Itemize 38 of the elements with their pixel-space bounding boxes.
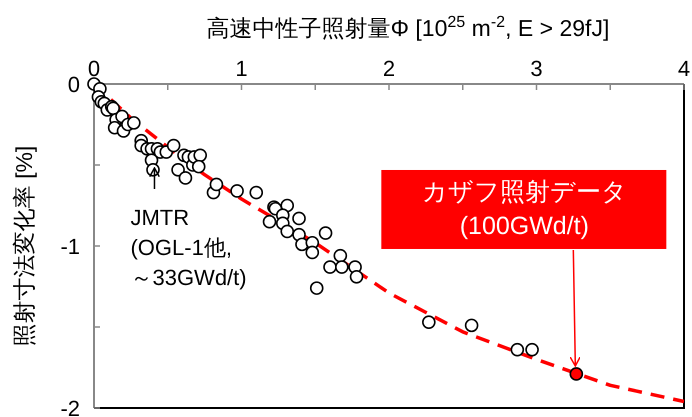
x-tick-label: 3 [530,56,543,81]
point [178,171,192,185]
annotation: JMTR (OGL-1他, ～33GWd/t) [130,167,247,290]
point [464,318,478,332]
y-tick-label: -2 [60,396,80,417]
x-axis-title: 高速中性子照射量Φ [10$^{25}$ m$^{-2}$, E > 29fJ] [206,13,610,41]
point [422,315,436,329]
y-tick-label: 0 [68,72,80,97]
point [127,116,141,130]
point [280,224,294,238]
point [192,160,206,174]
point [193,148,207,162]
point [335,260,349,274]
point [310,281,324,295]
point [525,342,539,356]
point [334,248,348,263]
point [318,226,332,240]
x-tick-label: 1 [235,56,248,81]
point [350,270,364,284]
y-axis-title: 照射寸法変化率 [%] [11,146,37,346]
x-tick-label: 2 [382,56,396,81]
point [306,246,320,260]
point [166,138,180,152]
point [510,342,524,356]
y-tick-label: -1 [60,234,80,259]
x-tick-label: 0 [88,56,100,81]
point [171,163,185,177]
annotation: カザフ照射データ (100GWd/t) [381,170,666,367]
annotation: JMTR (OGL-1他, ～33GWd/t) [130,205,247,290]
point [210,178,224,192]
point [570,367,584,381]
point [262,214,276,228]
point [292,212,306,226]
point [249,186,264,200]
point [230,184,244,198]
x-tick-label: 4 [678,56,690,81]
annotation: カザフ照射データ (100GWd/t) [422,178,627,240]
point [323,260,337,274]
